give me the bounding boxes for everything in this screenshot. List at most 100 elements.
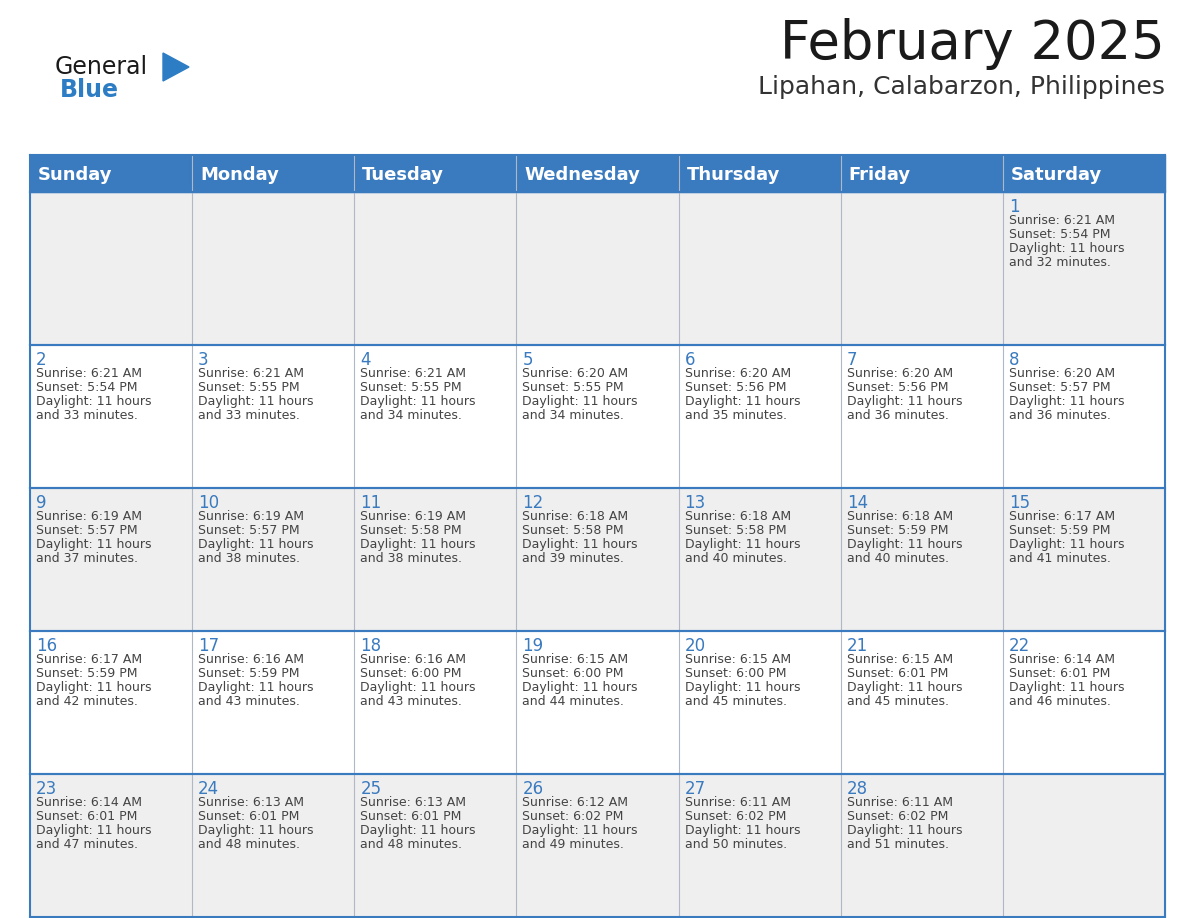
Text: Sunrise: 6:13 AM: Sunrise: 6:13 AM (360, 796, 466, 809)
Text: Daylight: 11 hours: Daylight: 11 hours (198, 538, 314, 551)
Text: and 33 minutes.: and 33 minutes. (198, 409, 301, 422)
Text: Sunrise: 6:17 AM: Sunrise: 6:17 AM (1009, 510, 1116, 523)
Text: Daylight: 11 hours: Daylight: 11 hours (847, 824, 962, 837)
Text: and 43 minutes.: and 43 minutes. (360, 695, 462, 708)
Text: 4: 4 (360, 351, 371, 369)
Text: Sunrise: 6:21 AM: Sunrise: 6:21 AM (36, 367, 143, 380)
Text: Sunset: 5:54 PM: Sunset: 5:54 PM (36, 381, 138, 394)
Text: and 34 minutes.: and 34 minutes. (523, 409, 625, 422)
Text: Daylight: 11 hours: Daylight: 11 hours (523, 681, 638, 694)
Text: Sunset: 5:56 PM: Sunset: 5:56 PM (847, 381, 948, 394)
Text: 26: 26 (523, 780, 544, 798)
Text: Sunset: 6:00 PM: Sunset: 6:00 PM (684, 667, 786, 680)
Text: and 40 minutes.: and 40 minutes. (684, 552, 786, 565)
Text: Sunrise: 6:19 AM: Sunrise: 6:19 AM (360, 510, 466, 523)
Text: 12: 12 (523, 494, 544, 512)
Text: Sunset: 6:00 PM: Sunset: 6:00 PM (523, 667, 624, 680)
Text: 19: 19 (523, 637, 544, 655)
Text: Sunset: 6:01 PM: Sunset: 6:01 PM (198, 810, 299, 823)
Text: and 37 minutes.: and 37 minutes. (36, 552, 138, 565)
Text: Sunset: 6:01 PM: Sunset: 6:01 PM (36, 810, 138, 823)
Text: Sunset: 5:57 PM: Sunset: 5:57 PM (1009, 381, 1111, 394)
Text: and 48 minutes.: and 48 minutes. (198, 838, 301, 851)
Bar (30, 774, 1165, 917)
Text: and 49 minutes.: and 49 minutes. (523, 838, 625, 851)
Bar (30, 192, 1165, 345)
Text: Sunset: 5:55 PM: Sunset: 5:55 PM (198, 381, 299, 394)
Text: Daylight: 11 hours: Daylight: 11 hours (360, 395, 475, 408)
Text: Sunrise: 6:20 AM: Sunrise: 6:20 AM (847, 367, 953, 380)
Text: Daylight: 11 hours: Daylight: 11 hours (847, 395, 962, 408)
Text: Sunset: 6:01 PM: Sunset: 6:01 PM (847, 667, 948, 680)
Text: and 35 minutes.: and 35 minutes. (684, 409, 786, 422)
Text: Sunrise: 6:15 AM: Sunrise: 6:15 AM (847, 653, 953, 666)
Text: Sunset: 5:55 PM: Sunset: 5:55 PM (523, 381, 624, 394)
Text: Sunrise: 6:18 AM: Sunrise: 6:18 AM (684, 510, 791, 523)
Text: Lipahan, Calabarzon, Philippines: Lipahan, Calabarzon, Philippines (758, 75, 1165, 99)
Text: Sunrise: 6:16 AM: Sunrise: 6:16 AM (360, 653, 466, 666)
Text: Daylight: 11 hours: Daylight: 11 hours (360, 538, 475, 551)
Bar (841, 155, 1003, 192)
Text: and 34 minutes.: and 34 minutes. (360, 409, 462, 422)
Text: Daylight: 11 hours: Daylight: 11 hours (1009, 538, 1124, 551)
Text: 11: 11 (360, 494, 381, 512)
Text: Sunset: 5:59 PM: Sunset: 5:59 PM (1009, 524, 1111, 537)
Polygon shape (163, 53, 189, 81)
Text: Sunset: 5:59 PM: Sunset: 5:59 PM (198, 667, 299, 680)
Text: Daylight: 11 hours: Daylight: 11 hours (1009, 681, 1124, 694)
Text: Daylight: 11 hours: Daylight: 11 hours (523, 395, 638, 408)
Text: Sunset: 6:00 PM: Sunset: 6:00 PM (360, 667, 462, 680)
Text: Sunrise: 6:20 AM: Sunrise: 6:20 AM (684, 367, 791, 380)
Text: Sunrise: 6:11 AM: Sunrise: 6:11 AM (847, 796, 953, 809)
Text: Sunrise: 6:19 AM: Sunrise: 6:19 AM (198, 510, 304, 523)
Text: Daylight: 11 hours: Daylight: 11 hours (36, 824, 152, 837)
Text: Sunrise: 6:20 AM: Sunrise: 6:20 AM (523, 367, 628, 380)
Text: 15: 15 (1009, 494, 1030, 512)
Text: and 39 minutes.: and 39 minutes. (523, 552, 625, 565)
Text: Friday: Friday (848, 165, 911, 184)
Text: Sunset: 6:02 PM: Sunset: 6:02 PM (684, 810, 786, 823)
Text: 22: 22 (1009, 637, 1030, 655)
Text: General: General (55, 55, 148, 79)
Text: Sunrise: 6:13 AM: Sunrise: 6:13 AM (198, 796, 304, 809)
Text: Sunset: 6:02 PM: Sunset: 6:02 PM (523, 810, 624, 823)
Text: 27: 27 (684, 780, 706, 798)
Text: Thursday: Thursday (687, 165, 781, 184)
Text: Sunrise: 6:11 AM: Sunrise: 6:11 AM (684, 796, 790, 809)
Text: Daylight: 11 hours: Daylight: 11 hours (360, 681, 475, 694)
Text: Daylight: 11 hours: Daylight: 11 hours (847, 681, 962, 694)
Text: Tuesday: Tuesday (362, 165, 444, 184)
Text: 2: 2 (36, 351, 46, 369)
Text: 20: 20 (684, 637, 706, 655)
Text: February 2025: February 2025 (781, 18, 1165, 70)
Bar (354, 155, 517, 192)
Text: and 46 minutes.: and 46 minutes. (1009, 695, 1111, 708)
Bar (30, 488, 1165, 631)
Text: Sunset: 6:02 PM: Sunset: 6:02 PM (847, 810, 948, 823)
Text: Sunset: 5:54 PM: Sunset: 5:54 PM (1009, 228, 1111, 241)
Text: 1: 1 (1009, 198, 1019, 216)
Text: Sunrise: 6:14 AM: Sunrise: 6:14 AM (36, 796, 143, 809)
Text: Sunset: 5:59 PM: Sunset: 5:59 PM (847, 524, 948, 537)
Text: Sunrise: 6:15 AM: Sunrise: 6:15 AM (684, 653, 791, 666)
Text: Daylight: 11 hours: Daylight: 11 hours (1009, 242, 1124, 255)
Text: Daylight: 11 hours: Daylight: 11 hours (36, 538, 152, 551)
Bar (678, 155, 841, 192)
Text: and 45 minutes.: and 45 minutes. (847, 695, 949, 708)
Text: Sunrise: 6:12 AM: Sunrise: 6:12 AM (523, 796, 628, 809)
Text: Sunset: 5:57 PM: Sunset: 5:57 PM (198, 524, 299, 537)
Text: Sunset: 6:01 PM: Sunset: 6:01 PM (1009, 667, 1111, 680)
Text: and 36 minutes.: and 36 minutes. (1009, 409, 1111, 422)
Text: Blue: Blue (61, 78, 119, 102)
Text: Daylight: 11 hours: Daylight: 11 hours (684, 824, 800, 837)
Text: and 42 minutes.: and 42 minutes. (36, 695, 138, 708)
Text: Daylight: 11 hours: Daylight: 11 hours (36, 395, 152, 408)
Text: Sunrise: 6:21 AM: Sunrise: 6:21 AM (360, 367, 466, 380)
Text: and 50 minutes.: and 50 minutes. (684, 838, 786, 851)
Text: Daylight: 11 hours: Daylight: 11 hours (198, 824, 314, 837)
Bar (30, 631, 1165, 774)
Bar (30, 155, 192, 192)
Text: and 36 minutes.: and 36 minutes. (847, 409, 948, 422)
Text: Sunrise: 6:19 AM: Sunrise: 6:19 AM (36, 510, 143, 523)
Text: Wednesday: Wednesday (524, 165, 640, 184)
